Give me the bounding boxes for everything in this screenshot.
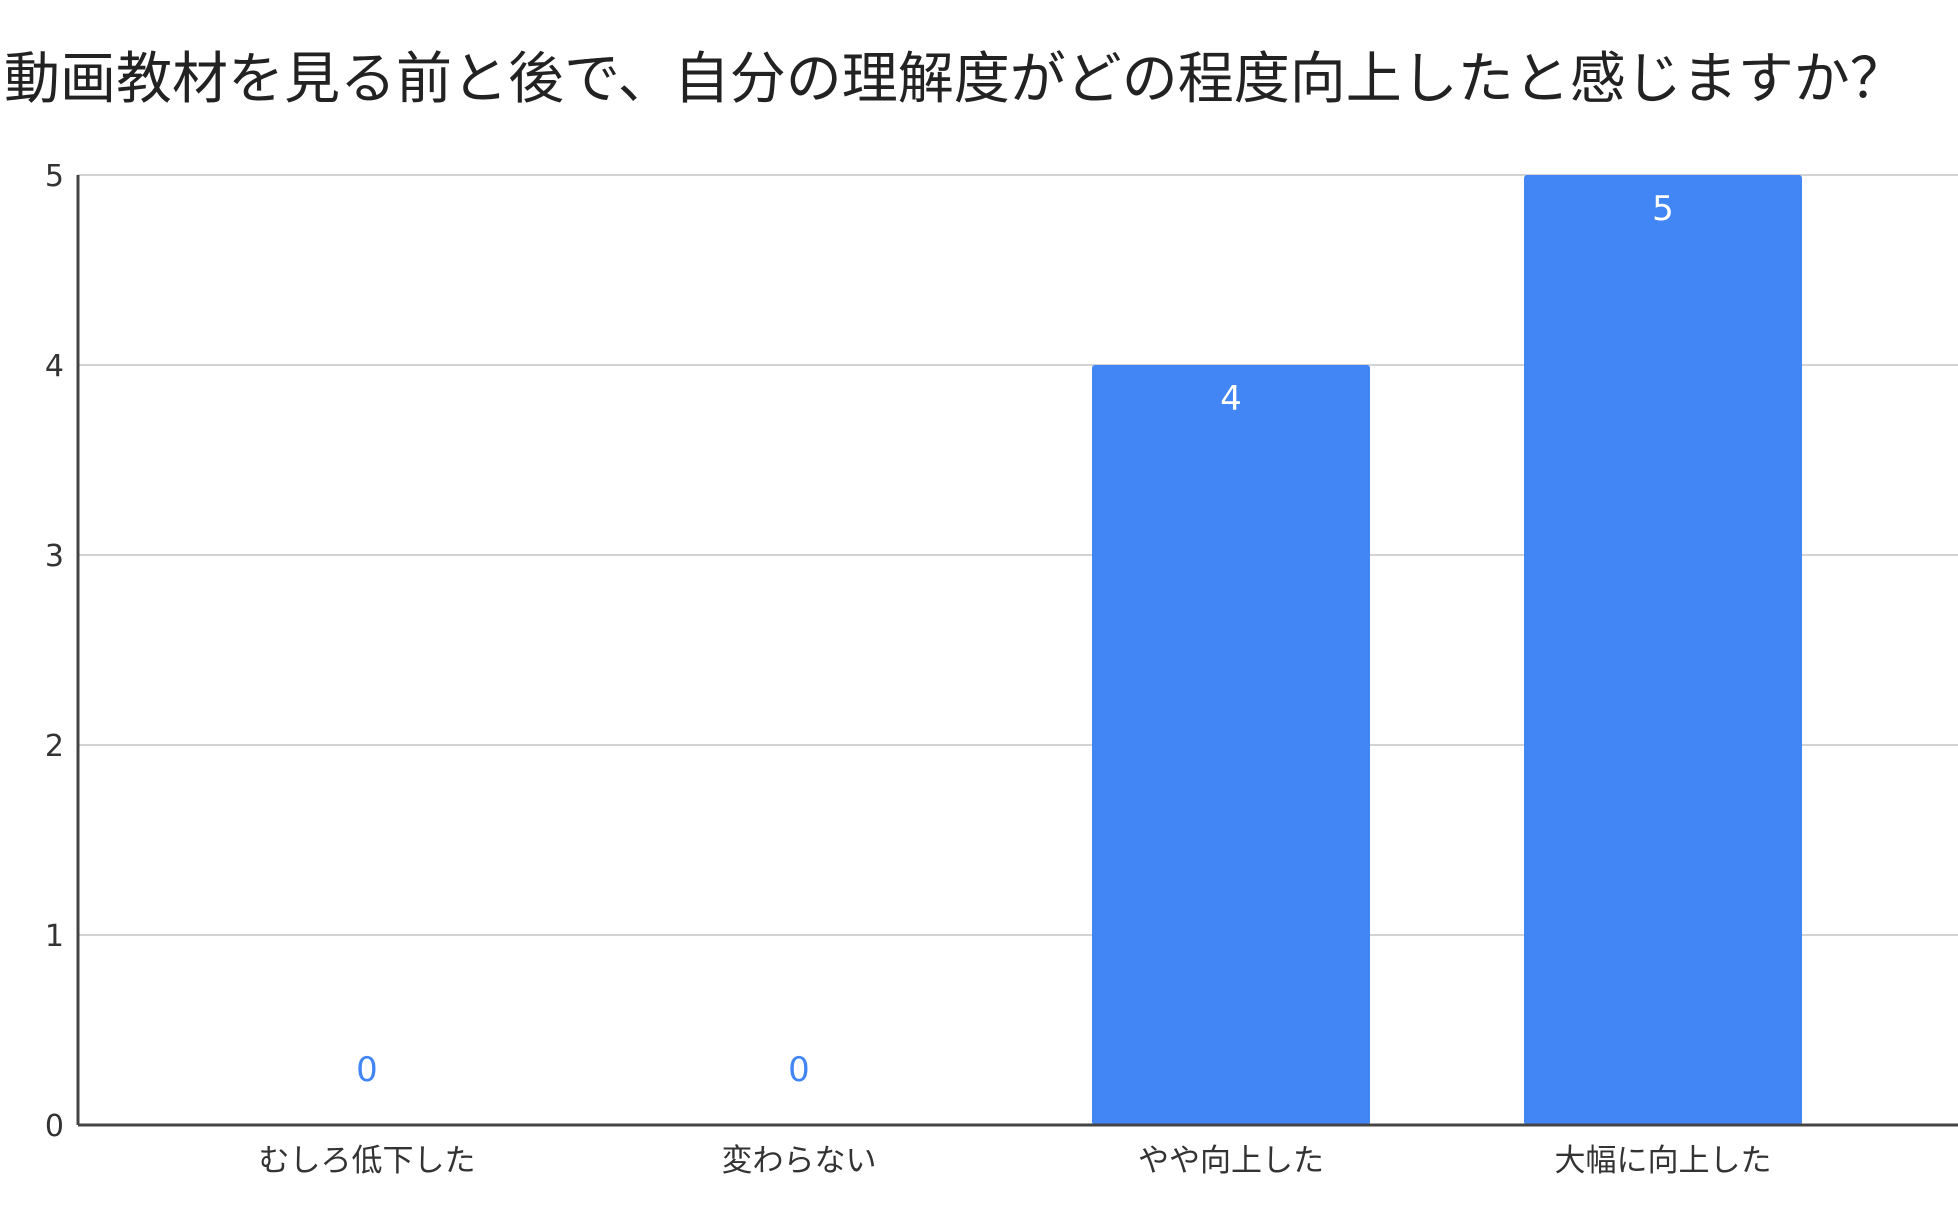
x-tick-label: 変わらない: [722, 1143, 877, 1179]
chart-title: 動画教材を見る前と後で、自分の理解度がどの程度向上したと感じますか？: [4, 47, 1906, 112]
data-label: 4: [1220, 379, 1242, 419]
y-tick-label: 1: [45, 919, 64, 954]
bar: [1524, 175, 1802, 1125]
y-tick-label: 4: [45, 349, 64, 384]
x-tick-label: 大幅に向上した: [1555, 1143, 1772, 1179]
x-tick-label: やや向上した: [1138, 1143, 1324, 1179]
x-tick-label: むしろ低下した: [259, 1143, 476, 1179]
bar: [1092, 365, 1370, 1125]
y-tick-label: 5: [45, 159, 64, 194]
bars: [1092, 175, 1802, 1125]
y-tick-label: 3: [45, 539, 64, 574]
data-label: 5: [1652, 189, 1674, 229]
y-tick-label: 2: [45, 729, 64, 764]
data-label: 0: [356, 1050, 378, 1090]
data-label: 0: [788, 1050, 810, 1090]
axes: [76, 175, 1958, 1127]
labels: 0 1 2 3 4 5 0 むしろ低下した 0 変わらない 4 やや向上した 5 大幅に向上した: [45, 159, 1772, 1179]
y-tick-label: 0: [45, 1109, 64, 1144]
